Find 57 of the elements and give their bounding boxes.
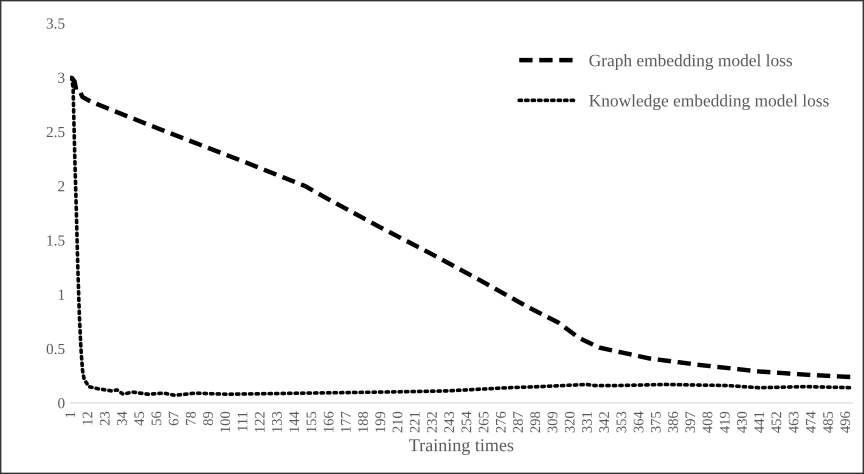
x-tick-label: 276 [496, 412, 506, 432]
y-tick-label: 2.5 [46, 126, 65, 138]
x-tick-label: 199 [375, 412, 386, 432]
x-tick-label: 441 [754, 412, 764, 433]
x-tick-label: 452 [771, 412, 782, 433]
x-tick-label: 485 [823, 412, 833, 433]
x-tick-label: 56 [152, 412, 162, 425]
y-tick-label: 1 [58, 290, 64, 300]
x-tick-label: 45 [134, 412, 144, 426]
x-tick-label: 144 [289, 411, 299, 432]
x-tick-label: 78 [186, 412, 196, 425]
x-tick-label: 375 [650, 412, 661, 432]
x-tick-label: 430 [736, 412, 747, 433]
x-tick-label: 463 [788, 412, 798, 433]
x-tick-label: 474 [806, 411, 816, 433]
x-tick-label: 408 [702, 412, 712, 433]
x-tick-label: 111 [238, 412, 248, 431]
x-tick-label: 232 [427, 412, 437, 432]
y-tick-label: 2 [58, 181, 64, 192]
legend-label: Knowledge embedding model loss [589, 94, 829, 110]
x-tick-label: 386 [668, 412, 678, 432]
x-tick-label: 364 [634, 411, 644, 432]
x-tick-label: 1 [65, 412, 76, 418]
x-tick-label: 177 [340, 412, 351, 432]
y-tick-label: 3.5 [46, 18, 65, 29]
x-tick-label: 100 [220, 412, 230, 432]
legend-label: Graph embedding model loss [589, 54, 792, 70]
x-axis-title: Training times [409, 439, 514, 456]
x-tick-label: 496 [840, 412, 850, 433]
y-tick-label: 0 [58, 398, 65, 408]
y-tick-label: 3 [58, 72, 65, 83]
x-tick-label: 298 [530, 412, 540, 432]
x-tick-label: 397 [685, 412, 696, 432]
x-tick-label: 353 [616, 412, 626, 432]
x-tick-label: 34 [117, 411, 127, 426]
x-tick-label: 221 [410, 412, 420, 432]
x-tick-label: 23 [100, 412, 110, 426]
x-tick-label: 320 [564, 412, 575, 432]
x-tick-label: 331 [582, 412, 592, 432]
x-tick-label: 342 [599, 412, 610, 432]
x-tick-label: 188 [358, 412, 368, 432]
x-tick-label: 166 [324, 412, 334, 432]
x-tick-label: 155 [306, 412, 316, 432]
x-tick-label: 89 [203, 412, 213, 426]
x-tick-label: 287 [513, 412, 523, 432]
x-tick-label: 309 [548, 412, 558, 432]
x-tick-label: 419 [720, 412, 730, 433]
x-tick-label: 67 [168, 412, 179, 426]
x-tick-label: 12 [82, 412, 92, 425]
y-tick-label: 0.5 [46, 344, 65, 354]
x-tick-label: 133 [272, 412, 282, 432]
x-tick-label: 254 [461, 411, 472, 432]
x-tick-label: 243 [444, 412, 454, 432]
x-tick-label: 210 [392, 412, 402, 432]
y-tick-label: 1.5 [47, 235, 65, 246]
x-tick-label: 122 [254, 412, 264, 432]
x-tick-label: 265 [478, 412, 489, 432]
